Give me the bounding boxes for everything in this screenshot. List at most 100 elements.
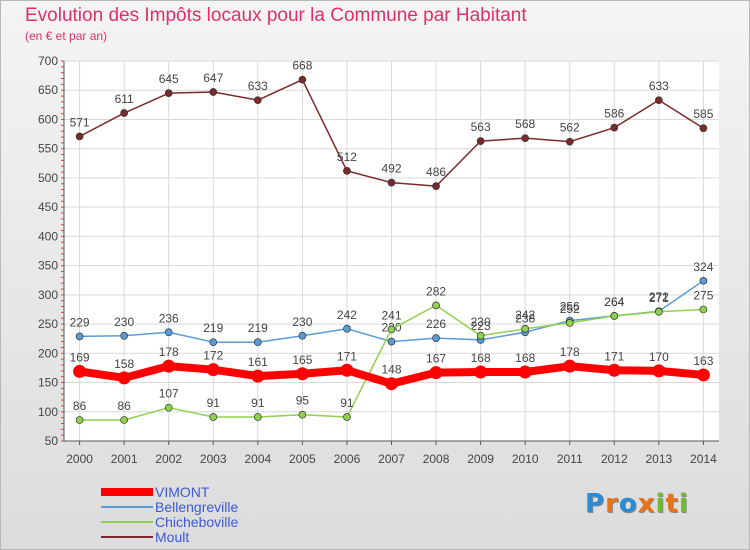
data-point-chicheboville (298, 410, 307, 419)
x-tick-label: 2002 (155, 452, 182, 466)
data-point-vimont (295, 367, 309, 381)
data-label-moult: 585 (693, 107, 713, 121)
x-tick-label: 2011 (557, 452, 583, 466)
logo-letter: t (665, 489, 679, 519)
data-point-moult (521, 134, 530, 143)
legend-swatch-vimont (101, 488, 153, 496)
data-label-chicheboville: 241 (381, 308, 401, 322)
data-label-chicheboville: 230 (471, 315, 491, 329)
data-label-vimont: 172 (203, 349, 223, 363)
data-label-bellengreville: 230 (114, 315, 134, 329)
data-label-vimont: 171 (337, 349, 357, 363)
data-label-vimont: 161 (248, 355, 268, 369)
y-tick-label: 150 (38, 376, 58, 390)
y-tick-label: 400 (38, 229, 58, 243)
x-tick-label: 2005 (289, 452, 316, 466)
x-tick-label: 2007 (378, 452, 405, 466)
data-label-chicheboville: 242 (515, 308, 535, 322)
data-point-chicheboville (164, 403, 173, 412)
x-tick-label: 2014 (690, 452, 717, 466)
x-tick-label: 2003 (200, 452, 227, 466)
logo-letter: o (618, 489, 638, 519)
data-point-chicheboville (209, 413, 218, 421)
legend-label-moult: Moult (155, 529, 190, 545)
proxiti-logo: Proxiti (585, 489, 689, 519)
x-tick-label: 2004 (244, 452, 271, 466)
data-label-moult: 568 (515, 117, 535, 131)
x-tick-label: 2012 (601, 452, 628, 466)
data-point-moult (253, 96, 262, 105)
data-point-chicheboville (521, 324, 530, 333)
data-point-moult (120, 109, 129, 117)
data-point-moult (387, 178, 396, 187)
x-tick-label: 2009 (467, 452, 494, 466)
data-point-moult (476, 137, 485, 145)
data-label-moult: 647 (203, 71, 223, 85)
y-tick-label: 300 (38, 288, 58, 302)
y-tick-label: 500 (38, 171, 58, 185)
data-point-vimont (385, 377, 398, 391)
y-tick-label: 100 (38, 405, 58, 419)
data-point-moult (164, 89, 173, 98)
data-label-vimont: 163 (693, 354, 713, 368)
data-label-vimont: 178 (159, 345, 179, 359)
data-label-bellengreville: 242 (337, 308, 357, 322)
data-point-vimont (563, 359, 577, 373)
chart-subtitle: (en € et par an) (25, 29, 108, 43)
data-point-chicheboville (253, 413, 262, 421)
data-label-chicheboville: 282 (426, 284, 446, 298)
data-label-chicheboville: 95 (296, 394, 310, 408)
data-point-chicheboville (120, 416, 129, 424)
data-label-bellengreville: 264 (604, 295, 624, 309)
data-point-moult (75, 132, 84, 141)
data-label-chicheboville: 86 (73, 399, 87, 413)
y-tick-label: 650 (38, 83, 58, 97)
logo-letter: r (605, 489, 619, 519)
data-label-moult: 611 (115, 92, 134, 106)
legend-label-chicheboville: Chicheboville (155, 514, 239, 530)
data-point-vimont (652, 364, 666, 378)
data-label-vimont: 169 (70, 350, 90, 364)
x-tick-label: 2010 (512, 452, 539, 466)
data-label-chicheboville: 264 (604, 295, 624, 309)
y-tick-label: 700 (38, 54, 58, 68)
data-point-moult (209, 88, 218, 96)
y-tick-label: 200 (38, 346, 58, 360)
data-point-bellengreville (120, 331, 129, 340)
x-tick-label: 2006 (334, 452, 361, 466)
data-point-vimont (696, 368, 710, 382)
x-tick-label: 2013 (645, 452, 672, 466)
data-label-bellengreville: 256 (560, 300, 580, 314)
data-point-moult (432, 182, 440, 190)
data-label-chicheboville: 91 (207, 396, 221, 410)
data-point-moult (699, 124, 708, 133)
y-tick-label: 250 (38, 317, 58, 331)
data-point-vimont (206, 363, 220, 377)
data-label-vimont: 167 (426, 352, 446, 366)
data-point-chicheboville (387, 325, 396, 334)
data-label-moult: 645 (159, 72, 179, 86)
data-label-vimont: 165 (292, 353, 312, 367)
data-label-chicheboville: 91 (340, 396, 354, 410)
data-point-moult (565, 137, 574, 146)
data-point-bellengreville (387, 337, 396, 346)
data-label-bellengreville: 238 (515, 311, 535, 325)
data-point-moult (654, 96, 663, 105)
data-label-moult: 633 (248, 79, 268, 93)
data-point-chicheboville (476, 331, 485, 340)
data-point-vimont (162, 359, 176, 373)
data-point-vimont (474, 365, 488, 379)
data-point-bellengreville (343, 324, 351, 333)
data-label-chicheboville: 271 (649, 291, 669, 305)
data-point-bellengreville (699, 276, 708, 285)
data-point-bellengreville (432, 334, 440, 342)
data-label-chicheboville: 91 (251, 396, 265, 410)
logo-letter: x (637, 489, 656, 519)
legend-swatch-moult (101, 536, 153, 538)
data-point-bellengreville (298, 331, 307, 340)
legend-swatch-chicheboville (101, 521, 153, 523)
data-point-vimont (340, 363, 354, 377)
data-point-vimont (518, 365, 532, 379)
